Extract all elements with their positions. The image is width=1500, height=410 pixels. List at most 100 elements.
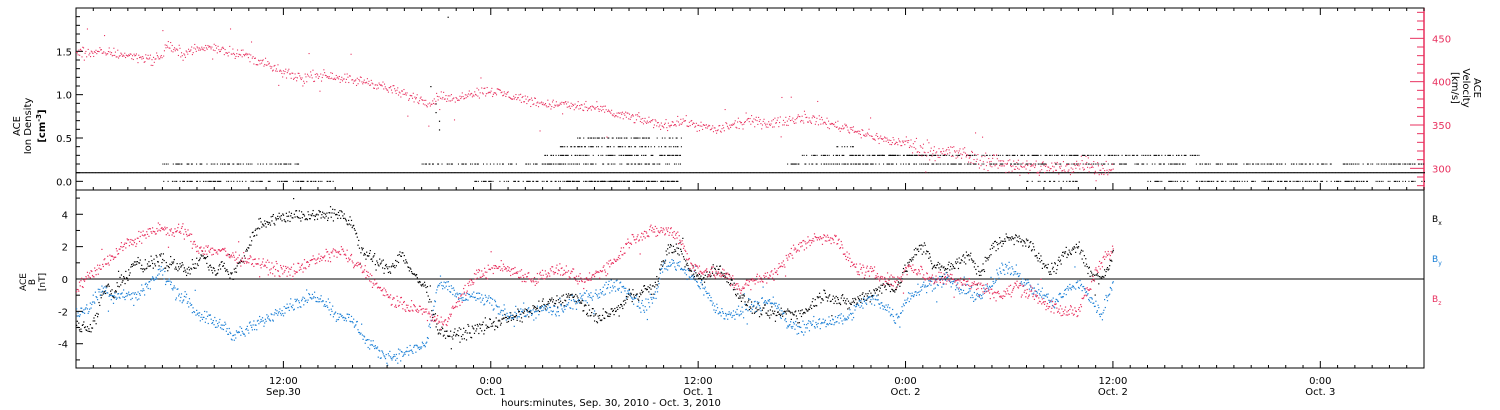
density-point bbox=[626, 154, 628, 156]
density-point bbox=[1099, 154, 1101, 156]
density-point bbox=[612, 172, 614, 174]
velocity-point bbox=[298, 72, 300, 74]
velocity-point bbox=[544, 104, 546, 106]
density-point bbox=[1198, 172, 1200, 174]
density-point bbox=[635, 172, 637, 174]
density-point bbox=[1189, 172, 1191, 174]
density-point bbox=[578, 172, 580, 174]
bx-point bbox=[452, 338, 454, 340]
density-point bbox=[1213, 172, 1215, 174]
bx-point bbox=[293, 213, 295, 215]
density-point bbox=[288, 172, 290, 174]
density-point bbox=[475, 172, 477, 174]
density-point bbox=[147, 172, 149, 174]
density-point bbox=[317, 172, 319, 174]
density-point bbox=[1112, 154, 1114, 156]
density-point bbox=[1159, 180, 1161, 182]
velocity-point bbox=[523, 101, 525, 103]
density-point bbox=[1246, 180, 1248, 182]
density-point bbox=[310, 180, 312, 182]
density-point bbox=[142, 172, 144, 174]
density-point bbox=[1014, 172, 1016, 174]
bx-point bbox=[252, 231, 254, 233]
velocity-point bbox=[667, 129, 669, 132]
bx-point bbox=[489, 318, 492, 321]
density-point bbox=[944, 154, 946, 156]
velocity-point bbox=[325, 75, 327, 77]
density-point bbox=[635, 154, 637, 156]
density-point bbox=[1077, 172, 1079, 174]
density-point bbox=[510, 172, 512, 174]
bx-point bbox=[432, 313, 434, 315]
velocity-point bbox=[883, 140, 885, 142]
density-point bbox=[629, 180, 631, 182]
density-point bbox=[1166, 172, 1168, 174]
velocity-point bbox=[1029, 169, 1031, 171]
density-point bbox=[1020, 154, 1022, 156]
density-point bbox=[902, 163, 904, 165]
density-point bbox=[165, 163, 167, 165]
density-point bbox=[584, 172, 586, 174]
velocity-point bbox=[1091, 165, 1093, 167]
density-point bbox=[787, 172, 789, 174]
bx-point bbox=[328, 212, 330, 214]
density-point bbox=[119, 172, 121, 174]
density-point bbox=[1192, 172, 1194, 174]
density-point bbox=[1002, 172, 1004, 174]
density-point bbox=[175, 180, 177, 182]
density-point bbox=[846, 146, 848, 148]
density-point bbox=[946, 172, 948, 174]
velocity-point bbox=[961, 154, 963, 156]
density-point bbox=[1147, 180, 1149, 182]
density-point bbox=[1157, 172, 1159, 174]
velocity-point bbox=[555, 101, 557, 103]
density-point bbox=[908, 163, 910, 165]
density-point bbox=[1234, 180, 1236, 182]
bx-point bbox=[141, 264, 143, 266]
velocity-point bbox=[450, 100, 452, 102]
density-point bbox=[1223, 172, 1225, 174]
density-point bbox=[864, 163, 866, 165]
density-point bbox=[596, 172, 598, 174]
density-point bbox=[306, 172, 308, 174]
velocity-point bbox=[586, 106, 588, 108]
density-point bbox=[999, 172, 1001, 174]
density-point bbox=[942, 163, 944, 165]
density-point bbox=[1326, 180, 1328, 182]
density-point bbox=[1140, 172, 1142, 174]
bx-point bbox=[330, 216, 332, 218]
velocity-point bbox=[240, 49, 242, 51]
density-point bbox=[364, 172, 366, 174]
velocity-point bbox=[536, 102, 538, 104]
velocity-point bbox=[942, 148, 944, 150]
velocity-point bbox=[128, 54, 130, 57]
bx-point bbox=[235, 271, 238, 273]
density-point bbox=[1216, 180, 1218, 182]
density-point bbox=[611, 180, 613, 182]
velocity-point bbox=[347, 76, 349, 78]
bx-point bbox=[95, 323, 97, 325]
velocity-point bbox=[425, 99, 427, 101]
density-point bbox=[685, 172, 687, 174]
density-point bbox=[349, 172, 351, 174]
velocity-point bbox=[254, 57, 256, 60]
velocity-point bbox=[625, 111, 627, 113]
density-point bbox=[469, 172, 471, 174]
density-point bbox=[1310, 172, 1312, 174]
bx-point bbox=[402, 260, 405, 262]
density-point bbox=[464, 172, 466, 174]
density-point bbox=[737, 172, 739, 174]
velocity-point bbox=[303, 82, 305, 84]
bx-point bbox=[496, 325, 498, 327]
bx-point bbox=[106, 286, 108, 288]
bx-point bbox=[309, 218, 311, 220]
density-point bbox=[824, 172, 826, 174]
density-point bbox=[1394, 163, 1396, 165]
density-point bbox=[589, 180, 591, 182]
velocity-point bbox=[303, 80, 305, 82]
density-point bbox=[912, 172, 914, 174]
bx-point bbox=[427, 295, 429, 297]
velocity-point bbox=[400, 96, 402, 98]
density-point bbox=[1155, 154, 1157, 156]
velocity-point bbox=[447, 95, 449, 97]
